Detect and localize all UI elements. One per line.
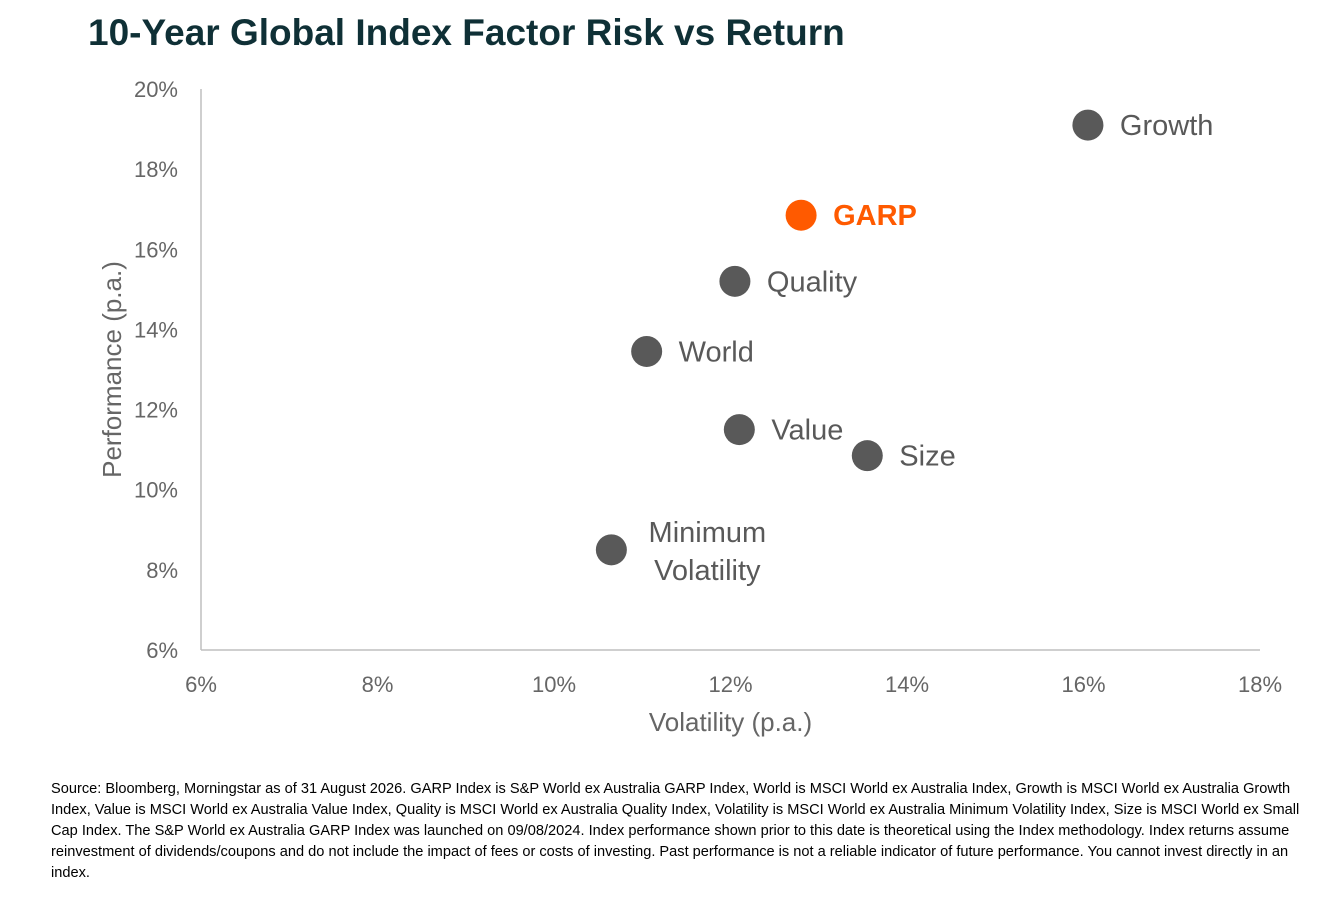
source-footnote: Source: Bloomberg, Morningstar as of 31 … xyxy=(51,781,1300,881)
x-tick-label: 18% xyxy=(1238,672,1282,697)
x-tick-label: 16% xyxy=(1061,672,1105,697)
x-tick-label: 12% xyxy=(708,672,752,697)
point-label: Growth xyxy=(1120,110,1213,142)
point-label: Value xyxy=(771,415,843,447)
y-tick-label: 6% xyxy=(146,638,178,663)
data-point xyxy=(785,199,817,231)
x-tick-label: 10% xyxy=(532,672,576,697)
data-point xyxy=(631,335,663,367)
data-point xyxy=(851,440,883,472)
data-point xyxy=(595,534,627,566)
axes xyxy=(200,89,1260,651)
y-axis-title: Performance (p.a.) xyxy=(97,261,127,478)
y-tick-label: 18% xyxy=(134,157,178,182)
y-tick-label: 16% xyxy=(134,237,178,262)
y-tick-label: 12% xyxy=(134,398,178,423)
point-label: GARP xyxy=(833,200,917,232)
x-tick-labels: 6% 8% 10% 12% 14% 16% 18% xyxy=(185,672,1282,697)
y-tick-label: 8% xyxy=(146,558,178,583)
x-axis-title: Volatility (p.a.) xyxy=(649,707,812,737)
data-point xyxy=(723,414,755,446)
point-label: Quality xyxy=(767,266,858,298)
y-tick-label: 14% xyxy=(134,317,178,342)
data-point xyxy=(719,265,751,297)
scatter-chart: 6% 8% 10% 12% 14% 16% 18% 6% 8% 10% 12% 14% 16% 18% 2… xyxy=(97,77,1282,737)
chart-title: 10-Year Global Index Factor Risk vs Retu… xyxy=(88,12,845,53)
point-label: Size xyxy=(899,441,955,473)
y-tick-labels: 6% 8% 10% 12% 14% 16% 18% 20% xyxy=(134,77,178,663)
point-label: World xyxy=(679,336,754,368)
x-tick-label: 8% xyxy=(362,672,394,697)
x-tick-label: 6% xyxy=(185,672,217,697)
x-tick-label: 14% xyxy=(885,672,929,697)
y-tick-label: 20% xyxy=(134,77,178,102)
data-point xyxy=(1072,109,1104,141)
data-points: Growth GARP Quality World Value Size Minimum Vo… xyxy=(595,109,1213,587)
y-tick-label: 10% xyxy=(134,478,178,503)
point-label: Minimum Volatility xyxy=(649,517,767,587)
